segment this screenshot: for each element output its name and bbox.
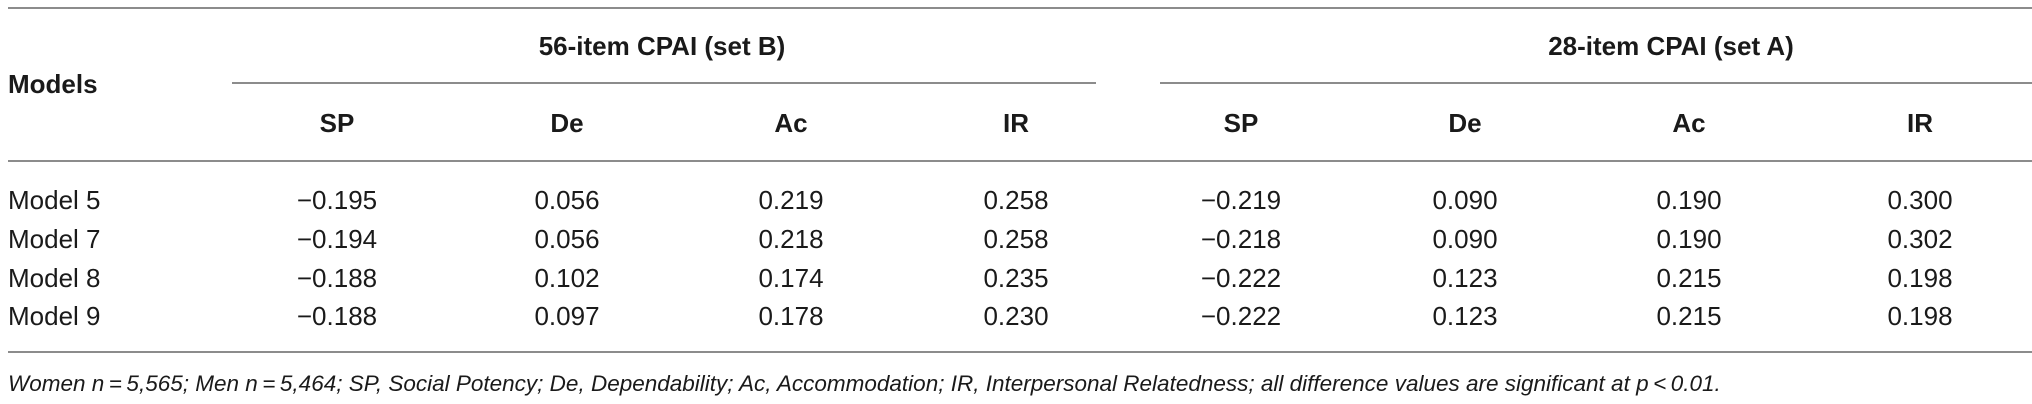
table-cell: −0.219 [1200, 185, 1282, 215]
table-cell: 0.123 [1432, 301, 1498, 331]
group-header-56-item: 56-item CPAI (set B) [538, 31, 786, 61]
table-top-rule [8, 7, 2032, 9]
table-cell: 0.230 [983, 301, 1049, 331]
column-header-sp-a: SP [1223, 108, 1259, 138]
column-header-ac-a: Ac [1672, 108, 1706, 138]
table-cell: 0.300 [1887, 185, 1953, 215]
table-cell: 0.097 [534, 301, 600, 331]
table-cell: 0.178 [758, 301, 824, 331]
table-cell: −0.188 [296, 301, 378, 331]
table-cell: 0.090 [1432, 224, 1498, 254]
table-cell: 0.218 [758, 224, 824, 254]
table-cell: 0.258 [983, 185, 1049, 215]
row-label: Model 8 [8, 263, 101, 293]
table-cell: −0.222 [1200, 263, 1282, 293]
table-cell: −0.222 [1200, 301, 1282, 331]
row-label: Model 7 [8, 224, 101, 254]
column-header-de-a: De [1448, 108, 1482, 138]
table-cell: 0.123 [1432, 263, 1498, 293]
table-cell: 0.198 [1887, 301, 1953, 331]
table-footnote: Women n = 5,565; Men n = 5,464; SP, Soci… [8, 371, 1721, 396]
table-cell: 0.219 [758, 185, 824, 215]
table-bottom-rule [8, 351, 2032, 353]
table-cell: −0.194 [296, 224, 378, 254]
table-cell: 0.215 [1656, 301, 1722, 331]
table-cell: 0.102 [534, 263, 600, 293]
table-cell: −0.195 [296, 185, 378, 215]
group-underline-56-item [232, 82, 1096, 84]
table-cell: 0.174 [758, 263, 824, 293]
header-bottom-rule [8, 160, 2032, 162]
stub-header-models: Models [8, 69, 98, 99]
row-label: Model 5 [8, 185, 101, 215]
table-cell: 0.235 [983, 263, 1049, 293]
table-cell: 0.215 [1656, 263, 1722, 293]
column-header-sp-b: SP [319, 108, 355, 138]
table-cell: 0.090 [1432, 185, 1498, 215]
column-header-de-b: De [550, 108, 584, 138]
column-header-ir-a: IR [1907, 108, 1933, 138]
table-cell: 0.302 [1887, 224, 1953, 254]
row-label: Model 9 [8, 301, 101, 331]
table-cell: 0.190 [1656, 185, 1722, 215]
table-cell: −0.188 [296, 263, 378, 293]
table-cell: 0.198 [1887, 263, 1953, 293]
table-cell: 0.056 [534, 224, 600, 254]
column-header-ir-b: IR [1003, 108, 1029, 138]
column-header-ac-b: Ac [774, 108, 808, 138]
group-underline-28-item [1160, 82, 2032, 84]
table-cell: 0.190 [1656, 224, 1722, 254]
table-cell: 0.258 [983, 224, 1049, 254]
group-header-28-item: 28-item CPAI (set A) [1548, 31, 1794, 61]
table-cell: 0.056 [534, 185, 600, 215]
table-cell: −0.218 [1200, 224, 1282, 254]
